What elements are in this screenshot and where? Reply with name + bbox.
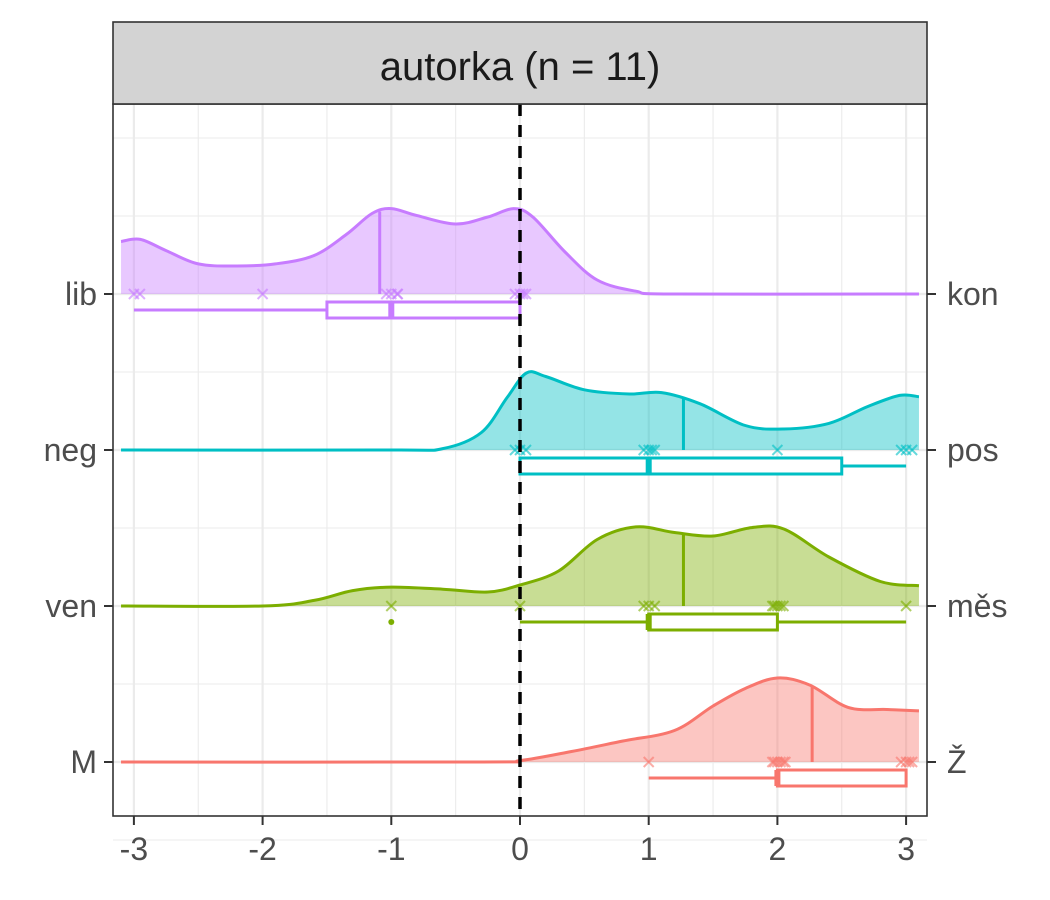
boxplot-outlier — [388, 619, 395, 625]
x-tick-label: 3 — [897, 831, 915, 867]
data-point — [906, 444, 918, 456]
data-point-mark — [134, 288, 146, 300]
y-tick-label-right: měs — [947, 588, 1007, 624]
data-point — [900, 600, 912, 612]
data-point — [903, 756, 915, 768]
x-tick-label: 1 — [640, 831, 658, 867]
data-point-mark — [900, 600, 912, 612]
data-point — [768, 756, 781, 768]
data-point-mark — [768, 600, 781, 612]
data-point — [779, 756, 792, 768]
boxplot-box — [518, 456, 844, 476]
y-tick-label-left: neg — [44, 432, 97, 468]
boxplot-box — [325, 300, 522, 320]
data-point-mark — [637, 600, 650, 612]
data-point — [777, 600, 790, 612]
data-point — [648, 600, 661, 612]
data-point-mark — [768, 756, 781, 768]
data-point — [134, 288, 146, 300]
data-point-mark — [520, 288, 532, 300]
x-tick-label: -1 — [377, 831, 405, 867]
data-point — [385, 600, 398, 612]
density-area — [121, 526, 919, 607]
y-tick-label-left: lib — [65, 276, 97, 312]
data-point-mark — [385, 600, 398, 612]
data-point — [777, 756, 790, 768]
density-area — [121, 371, 919, 451]
data-point-mark — [642, 756, 655, 768]
data-point — [637, 600, 650, 612]
data-point — [520, 444, 532, 456]
data-point-mark — [906, 756, 918, 768]
series-M-Ž — [121, 676, 920, 788]
data-point-mark — [903, 756, 915, 768]
data-point-mark — [392, 288, 404, 300]
data-point-mark — [895, 444, 907, 456]
y-tick-label-right: Ž — [947, 744, 967, 780]
data-point — [514, 600, 526, 612]
data-point-mark — [380, 288, 393, 300]
data-point — [906, 756, 918, 768]
x-tick-label: 0 — [511, 831, 529, 867]
axes: -3 -2 -1 0 1 2 3 lib kon neg pos ven měs M Ž — [44, 276, 1008, 867]
series-neg-pos — [121, 370, 920, 476]
density-line — [121, 370, 920, 452]
y-tick-label-right: kon — [947, 276, 999, 312]
density-area — [121, 677, 919, 763]
data-point-mark — [771, 444, 784, 456]
data-point-mark — [645, 444, 658, 456]
data-point — [392, 288, 404, 300]
series-ven-měs — [121, 524, 920, 632]
data-point — [771, 444, 784, 456]
x-tick-label: -2 — [248, 831, 276, 867]
data-point — [380, 288, 393, 300]
density-line — [121, 524, 920, 608]
facet-strip-background — [112, 21, 928, 105]
data-point-mark — [514, 600, 526, 612]
density-line — [120, 207, 919, 296]
data-point — [256, 288, 269, 300]
boxplot-box — [775, 768, 908, 788]
y-tick-label-left: ven — [45, 588, 97, 624]
data-point-mark — [256, 288, 269, 300]
data-point — [648, 444, 661, 456]
data-point-mark — [648, 600, 661, 612]
data-point — [895, 444, 907, 456]
data-point — [768, 600, 781, 612]
y-tick-label-left: M — [70, 744, 97, 780]
boxplot-box — [647, 612, 779, 632]
data-point — [520, 288, 532, 300]
x-tick-label: 2 — [769, 831, 787, 867]
data-point-mark — [779, 756, 792, 768]
density-line — [121, 676, 920, 764]
data-point — [645, 444, 658, 456]
data-point-mark — [520, 444, 532, 456]
facet-strip: autorka (n = 11) — [112, 21, 928, 105]
data-point-mark — [777, 600, 790, 612]
x-tick-label: -3 — [120, 831, 148, 867]
y-tick-label-right: pos — [947, 432, 999, 468]
facet-label: autorka (n = 11) — [380, 45, 661, 89]
data-point-mark — [777, 756, 790, 768]
data-point — [642, 756, 655, 768]
data-point-mark — [906, 444, 918, 456]
data-point-mark — [648, 444, 661, 456]
